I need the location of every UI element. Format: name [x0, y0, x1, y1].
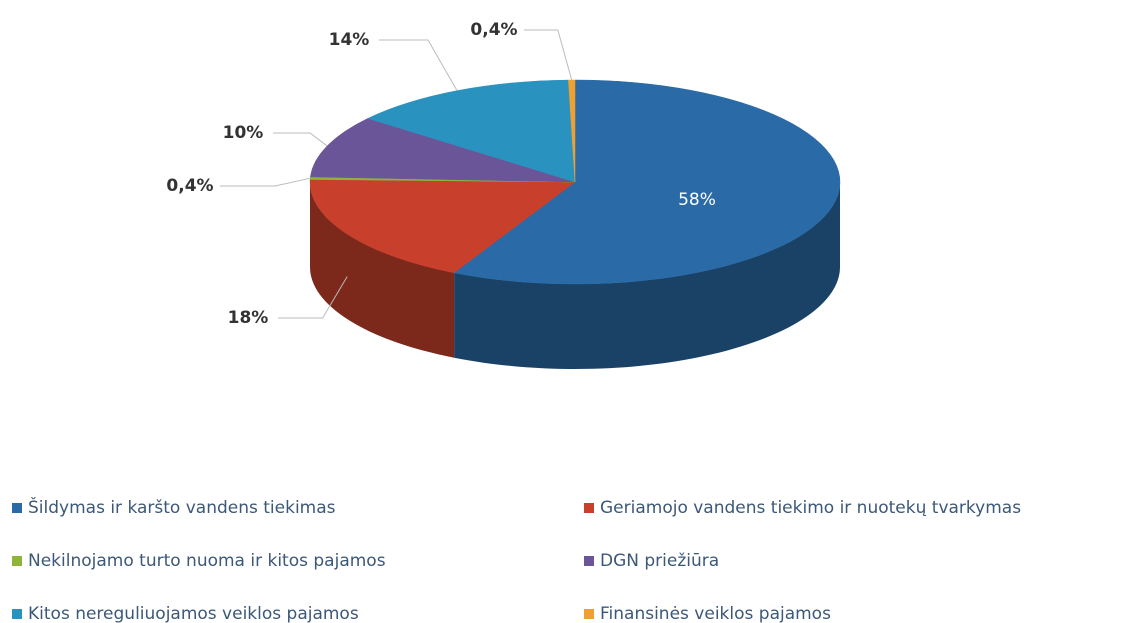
slice-side: [310, 182, 455, 358]
legend-swatch: [12, 556, 22, 566]
legend-label: Šildymas ir karšto vandens tiekimas: [28, 496, 336, 518]
legend-swatch: [12, 503, 22, 513]
legend-label: DGN priežiūra: [600, 551, 719, 571]
leader-line: [278, 276, 348, 319]
legend-swatch: [12, 609, 22, 619]
legend-label: Geriamojo vandens tiekimo ir nuotekų tva…: [600, 498, 1021, 518]
data-label: 14%: [329, 30, 370, 50]
legend-label: Kitos nereguliuojamos veiklos pajamos: [28, 604, 359, 623]
legend-label: Finansinės veiklos pajamos: [600, 604, 831, 623]
data-label: 58%: [678, 190, 716, 210]
legend-swatch: [584, 609, 594, 619]
slice: [309, 179, 576, 274]
slice: [453, 79, 841, 285]
legend-swatch: [584, 503, 594, 513]
leader-line: [379, 39, 458, 91]
legend-swatch: [584, 556, 594, 566]
legend-label: Nekilnojamo turto nuoma ir kitos pajamos: [28, 551, 386, 571]
leader-line: [524, 29, 573, 81]
data-label: 10%: [223, 123, 264, 143]
slice: [310, 118, 576, 183]
data-label: 0,4%: [470, 20, 517, 40]
slice: [367, 79, 576, 183]
data-label: 0,4%: [166, 176, 213, 196]
data-label: 18%: [228, 308, 269, 328]
slice-side: [454, 182, 840, 369]
leader-line: [220, 177, 311, 187]
leader-line: [273, 132, 328, 147]
